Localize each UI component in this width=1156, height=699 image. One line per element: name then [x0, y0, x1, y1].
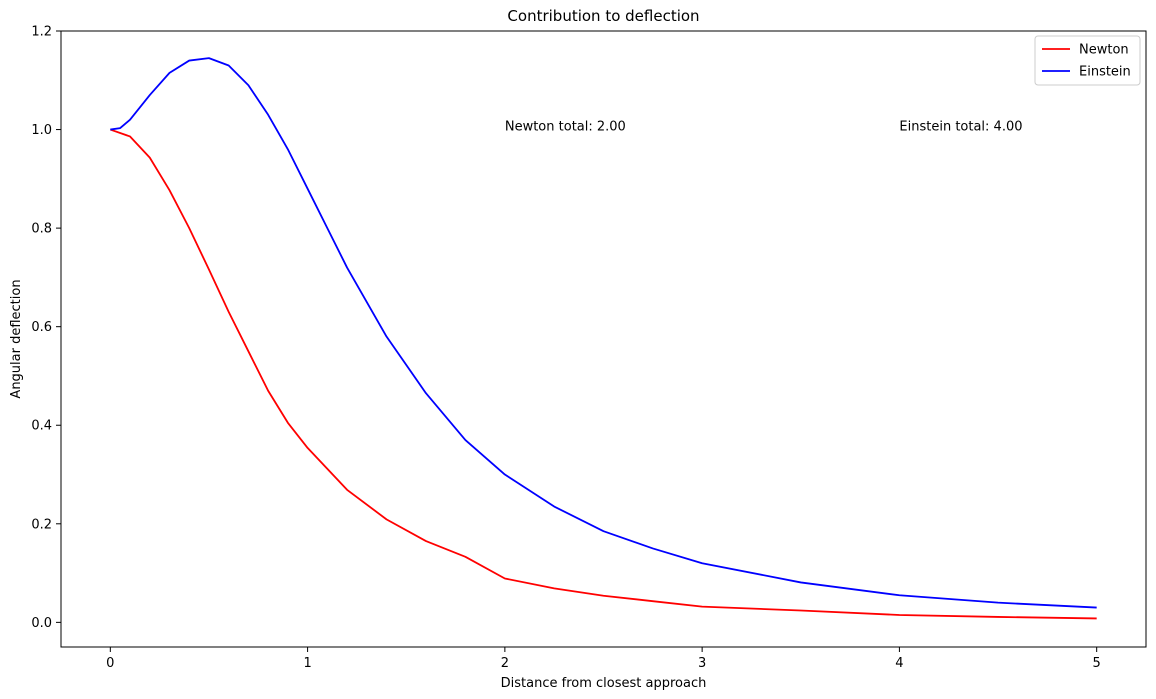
- y-tick-label: 0.8: [31, 222, 52, 237]
- annotation-newton-total: Newton total: 2.00: [505, 120, 626, 135]
- legend: Newton Einstein: [1034, 35, 1141, 86]
- y-tick-label: 1.0: [31, 123, 52, 138]
- axes-frame: [60, 30, 1147, 648]
- y-tick-label: 0.2: [31, 517, 52, 532]
- plot-area: 0 1 2 3 4 5 0.0 0.2 0.4 0.6 0.8 1.0 1.2 Newton total:…: [31, 25, 1147, 671]
- series-line-einstein: [110, 57, 1097, 609]
- series-line-newton: [110, 128, 1097, 620]
- y-tick-label: 1.2: [31, 25, 52, 40]
- x-tick-label: 2: [501, 656, 509, 671]
- annotation-einstein-total: Einstein total: 4.00: [899, 120, 1022, 135]
- x-tick-label: 1: [303, 656, 311, 671]
- x-tick-label: 3: [698, 656, 706, 671]
- y-tick-label: 0.6: [31, 320, 52, 335]
- chart-title: Contribution to deflection: [507, 7, 699, 25]
- x-tick-label: 5: [1093, 656, 1101, 671]
- y-tick-label: 0.4: [31, 419, 52, 434]
- x-tick-label: 4: [895, 656, 903, 671]
- legend-label-newton: Newton: [1079, 43, 1129, 58]
- x-axis-label: Distance from closest approach: [501, 676, 707, 691]
- legend-label-einstein: Einstein: [1079, 65, 1131, 80]
- x-tick-label: 0: [106, 656, 114, 671]
- y-axis-label: Angular deflection: [9, 279, 24, 398]
- y-tick-label: 0.0: [31, 616, 52, 631]
